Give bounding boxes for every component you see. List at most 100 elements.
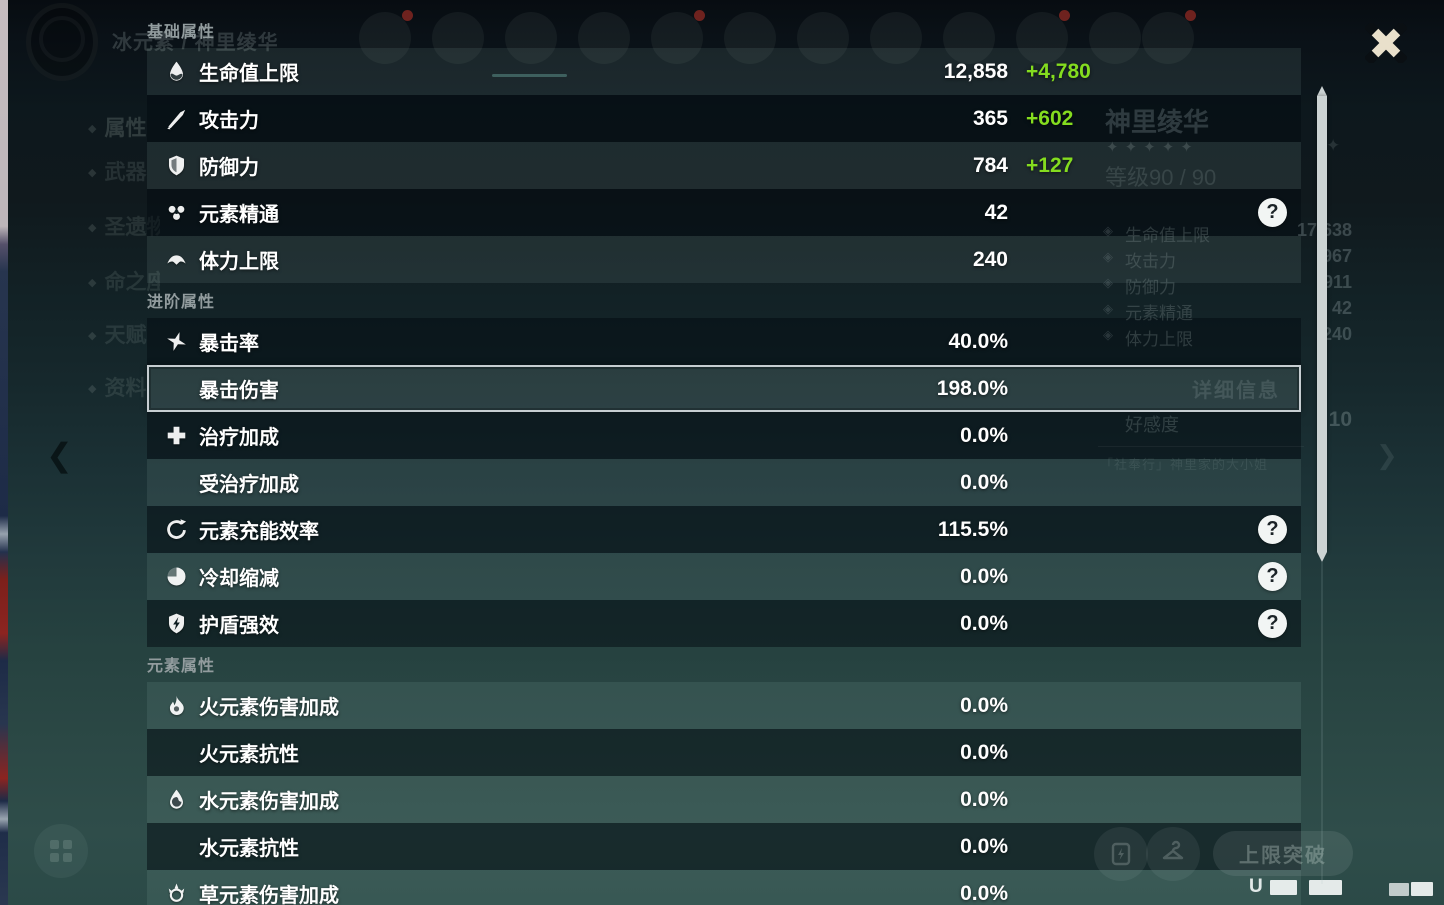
diamond-bullet-icon: ◆ <box>88 123 97 135</box>
stat-label: 元素精通 <box>199 204 279 226</box>
stat-label: 防御力 <box>199 157 259 179</box>
stamina-icon <box>164 248 188 272</box>
stat-row[interactable]: 水元素抗性 0.0% <box>147 823 1301 870</box>
stat-label: 水元素伤害加成 <box>199 791 339 813</box>
help-icon[interactable]: ? <box>1258 562 1287 591</box>
character-avatar <box>870 12 922 64</box>
page-left-chevron-icon: ❮ <box>46 437 73 473</box>
stat-label: 攻击力 <box>199 110 259 132</box>
stat-row[interactable]: 防御力 784 +127 <box>147 142 1301 189</box>
scrollbar-track <box>1321 562 1323 884</box>
scrollbar-arrow-down-icon[interactable] <box>1317 552 1327 562</box>
stat-value: 0.0% <box>960 881 1008 905</box>
help-icon[interactable]: ? <box>1258 515 1287 544</box>
sidebar-item-6: ◆ 资料 <box>88 377 147 400</box>
stat-value: 0.0% <box>960 693 1008 717</box>
diamond-bullet-icon: ◆ <box>88 330 97 342</box>
cooldown-reduction-icon <box>164 565 188 589</box>
character-avatar <box>724 12 776 64</box>
stat-value: 0.0% <box>960 834 1008 858</box>
character-avatar <box>797 12 849 64</box>
pyro-icon <box>164 694 188 718</box>
stat-row[interactable]: 草元素伤害加成 0.0% <box>147 870 1301 905</box>
stat-row[interactable]: 治疗加成 0.0% <box>147 412 1301 459</box>
character-avatar <box>359 10 413 64</box>
stat-value: 784 <box>972 153 1008 177</box>
stat-value: 0.0% <box>960 423 1008 447</box>
character-avatar <box>432 12 484 64</box>
scrollbar[interactable] <box>1316 86 1328 886</box>
attributes-panel: 基础属性 生命值上限 12,858 +4,780 攻击力 365 +602 防御力 784 +12… <box>147 0 1301 905</box>
dendro-icon <box>164 882 188 905</box>
stat-bonus-value: +127 <box>1026 153 1074 177</box>
stat-value: 365 <box>972 106 1008 130</box>
stat-value: 0.0% <box>960 564 1008 588</box>
stat-row[interactable]: 水元素伤害加成 0.0% <box>147 776 1301 823</box>
atk-icon <box>164 107 188 131</box>
diamond-bullet-icon: ◆ <box>88 277 97 289</box>
no-icon <box>164 741 188 765</box>
stat-value: 0.0% <box>960 611 1008 635</box>
stat-label: 草元素伤害加成 <box>199 885 339 905</box>
stat-row[interactable]: 攻击力 365 +602 <box>147 95 1301 142</box>
sidebar-item-1: ◆ 属性 <box>88 117 147 140</box>
scrollbar-thumb[interactable] <box>1317 96 1327 552</box>
close-icon <box>1365 23 1407 63</box>
stat-label: 护盾强效 <box>199 615 279 637</box>
stat-label: 暴击率 <box>199 333 259 355</box>
character-avatar <box>651 10 705 64</box>
section-title: 基础属性 <box>147 24 216 41</box>
notification-dot <box>694 10 705 21</box>
help-icon[interactable]: ? <box>1258 198 1287 227</box>
help-icon[interactable]: ? <box>1258 609 1287 638</box>
stat-label: 火元素抗性 <box>199 744 299 766</box>
diamond-bullet-icon: ◆ <box>88 167 97 179</box>
character-avatar <box>578 12 630 64</box>
stat-row[interactable]: 受治疗加成 0.0% <box>147 459 1301 506</box>
stat-row[interactable]: 暴击率 40.0% <box>147 318 1301 365</box>
close-button[interactable] <box>1362 20 1410 66</box>
crit-rate-icon <box>164 330 188 354</box>
stat-row[interactable]: 火元素伤害加成 0.0% <box>147 682 1301 729</box>
stat-row[interactable]: 火元素抗性 0.0% <box>147 729 1301 776</box>
shield-strength-icon <box>164 612 188 636</box>
def-icon <box>164 154 188 178</box>
character-avatar <box>943 12 995 64</box>
stat-row[interactable]: 体力上限 240 <box>147 236 1301 283</box>
stat-label: 火元素伤害加成 <box>199 697 339 719</box>
notification-dot <box>402 10 413 21</box>
element-character-label: 冰元素 / 神里绫华 <box>112 32 279 54</box>
stat-label: 水元素抗性 <box>199 838 299 860</box>
stat-label: 治疗加成 <box>199 427 279 449</box>
hp-icon <box>164 60 188 84</box>
character-menu: ◆属性 ◆武器 ◆圣遗物 ◆命之座 ◆天赋 ◆资料 <box>88 0 160 905</box>
diamond-bullet-icon: ◆ <box>88 222 97 234</box>
stat-row[interactable]: 元素精通 42? <box>147 189 1301 236</box>
stat-row[interactable]: 护盾强效 0.0%? <box>147 600 1301 647</box>
stat-label: 生命值上限 <box>199 63 299 85</box>
no-icon <box>164 835 188 859</box>
sidebar-item-4: ◆ 命之座 <box>88 271 160 294</box>
stat-label: 体力上限 <box>199 251 279 273</box>
stat-value: 42 <box>984 200 1008 224</box>
screen-edge-strip <box>0 0 8 905</box>
scrollbar-arrow-up-icon[interactable] <box>1317 86 1327 96</box>
stat-row-selected[interactable]: 暴击伤害 198.0% <box>147 365 1301 412</box>
character-avatar <box>505 12 557 64</box>
no-icon <box>164 471 188 495</box>
sidebar-item-2: ◆ 武器 <box>88 161 147 184</box>
stat-bonus-value: +4,780 <box>1026 59 1091 83</box>
stat-label: 冷却缩减 <box>199 568 279 590</box>
stat-value: 0.0% <box>960 470 1008 494</box>
section-title: 元素属性 <box>147 658 216 675</box>
stat-row[interactable]: 元素充能效率 115.5%? <box>147 506 1301 553</box>
stat-value: 115.5% <box>937 517 1008 541</box>
stat-value: 240 <box>972 247 1008 271</box>
stat-row[interactable]: 生命值上限 12,858 +4,780 <box>147 48 1301 95</box>
stat-value: 0.0% <box>960 740 1008 764</box>
character-avatar <box>1016 10 1070 64</box>
stat-row[interactable]: 冷却缩减 0.0%? <box>147 553 1301 600</box>
notification-dot <box>1185 10 1196 21</box>
